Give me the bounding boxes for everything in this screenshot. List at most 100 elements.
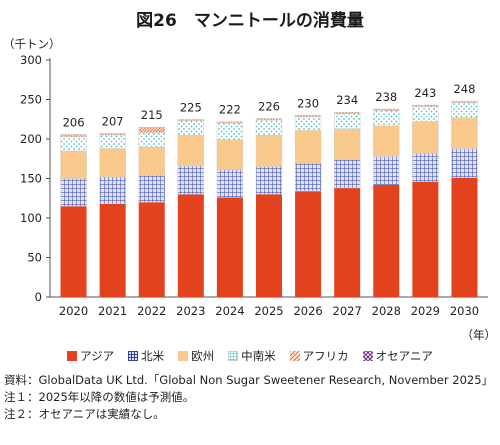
legend-swatch: [128, 351, 139, 361]
bar-segment-north-america: [373, 156, 400, 186]
note-key: 注１：: [4, 390, 39, 404]
legend-item-north-america: 北米: [128, 348, 164, 364]
bar-segment-north-america: [333, 159, 361, 189]
legend-item-africa: アフリカ: [289, 348, 349, 364]
bar-segment-europe: [177, 134, 205, 167]
bar-segment-middle-south-america: [216, 122, 244, 140]
x-tick-label: 2029: [411, 304, 440, 318]
legend-label: 欧州: [191, 349, 215, 363]
legend-swatch: [362, 351, 373, 361]
y-tick-label: 0: [35, 290, 42, 304]
chart-title: 図26 マンニトールの消費量: [136, 11, 364, 31]
bar-segment-africa: [451, 100, 478, 103]
legend-label: 中南米: [241, 349, 276, 363]
bar-segment-africa: [216, 121, 244, 124]
x-tick-label: 2023: [176, 304, 205, 318]
bar-segment-africa: [333, 111, 361, 114]
total-data-label: 222: [219, 103, 241, 117]
legend-label: 北米: [141, 349, 165, 363]
bar-segment-africa: [255, 118, 283, 121]
bar-segment-asia: [451, 177, 478, 297]
legend-swatch: [228, 351, 239, 361]
note-text: GlobalData UK Ltd.「Global Non Sugar Swee…: [38, 373, 494, 387]
bar-segment-north-america: [294, 163, 322, 192]
x-axis-unit-label: （年）: [462, 328, 497, 342]
total-data-label: 248: [453, 82, 475, 96]
bar-segment-africa: [99, 133, 126, 136]
bar-segment-asia: [216, 197, 243, 297]
total-data-label: 243: [414, 86, 436, 100]
bar-segment-north-america: [177, 165, 205, 195]
bar-segment-asia: [334, 187, 361, 297]
legend-item-middle-south-america: 中南米: [228, 348, 276, 364]
bar-segment-north-america: [216, 169, 244, 198]
bar-segment-middle-south-america: [333, 113, 361, 129]
total-data-label: 230: [297, 96, 319, 110]
total-data-label: 207: [102, 114, 124, 128]
bar-segment-middle-south-america: [294, 116, 322, 131]
source-notes: 資料： GlobalData UK Ltd.「Global Non Sugar …: [4, 372, 496, 423]
total-data-label: 226: [258, 99, 280, 113]
legend-swatch: [67, 351, 78, 361]
bar-segment-europe: [60, 150, 87, 179]
legend-item-europe: 欧州: [178, 348, 214, 364]
legend-label: アフリカ: [302, 349, 349, 363]
bar-segment-europe: [255, 134, 283, 167]
bar-segment-africa: [60, 134, 87, 137]
bar-segment-europe: [373, 125, 400, 157]
x-tick-label: 2021: [98, 304, 127, 318]
bar-segment-middle-south-america: [60, 136, 87, 152]
bar-segment-asia: [60, 206, 87, 297]
note-source: 資料： GlobalData UK Ltd.「Global Non Sugar …: [4, 372, 496, 389]
legend-item-asia: アジア: [67, 348, 114, 364]
y-tick-label: 250: [20, 93, 42, 107]
bar-segment-asia: [412, 181, 439, 297]
x-tick-label: 2020: [59, 304, 88, 318]
total-data-label: 215: [141, 108, 163, 122]
note-text: 2025年以降の数値は予測値。: [38, 390, 195, 404]
legend-label: アジア: [80, 349, 115, 363]
bar-segment-north-america: [138, 175, 165, 203]
bar-segment-middle-south-america: [177, 120, 205, 136]
x-tick-label: 2026: [293, 304, 322, 318]
bar-segment-asia: [256, 194, 282, 297]
bar-segment-middle-south-america: [373, 110, 400, 126]
bar-segment-asia: [295, 191, 322, 297]
bar-segment-middle-south-america: [412, 106, 439, 122]
bar-segment-north-america: [451, 148, 478, 178]
total-data-label: 225: [180, 100, 202, 114]
bar-segment-north-america: [412, 153, 439, 182]
legend: アジア 北米 欧州 中南米 アフリカ オセアニア: [0, 348, 500, 364]
note-key: 資料：: [4, 373, 39, 387]
bar-segment-africa: [177, 119, 205, 122]
legend-swatch: [289, 351, 300, 361]
legend-label: オセアニア: [375, 349, 433, 363]
bar-segment-asia: [138, 202, 165, 297]
bar-segment-europe: [294, 130, 322, 164]
bar-segment-europe: [333, 128, 361, 160]
bar-segment-africa: [138, 126, 165, 133]
x-tick-label: 2030: [450, 304, 479, 318]
total-data-label: 234: [336, 93, 358, 107]
x-tick-label: 2027: [333, 304, 362, 318]
bar-segment-middle-south-america: [255, 119, 283, 136]
note-2: 注２： オセアニアは実績なし。: [4, 406, 496, 423]
bar-segment-africa: [412, 104, 439, 107]
y-axis-unit-label: （千トン）: [3, 37, 61, 51]
total-data-label: 238: [375, 90, 397, 104]
bar-segment-north-america: [255, 166, 283, 195]
bar-segment-africa: [294, 115, 322, 118]
total-data-label: 206: [63, 115, 85, 129]
bar-segment-middle-south-america: [451, 102, 478, 118]
legend-swatch: [178, 351, 189, 361]
y-tick-label: 200: [20, 132, 42, 146]
y-tick-label: 100: [20, 211, 42, 225]
stacked-bar-chart: （千トン） 0 50 100 150 200 250 300 206 2020 207 2021 215…: [3, 37, 497, 342]
bar-segment-asia: [177, 194, 204, 297]
legend-item-oceania: オセアニア: [362, 348, 433, 364]
note-key: 注２：: [4, 407, 39, 421]
bar-segment-europe: [138, 146, 165, 176]
note-1: 注１： 2025年以降の数値は予測値。: [4, 389, 496, 406]
y-tick-label: 150: [20, 172, 42, 186]
bar-segment-europe: [451, 117, 478, 149]
